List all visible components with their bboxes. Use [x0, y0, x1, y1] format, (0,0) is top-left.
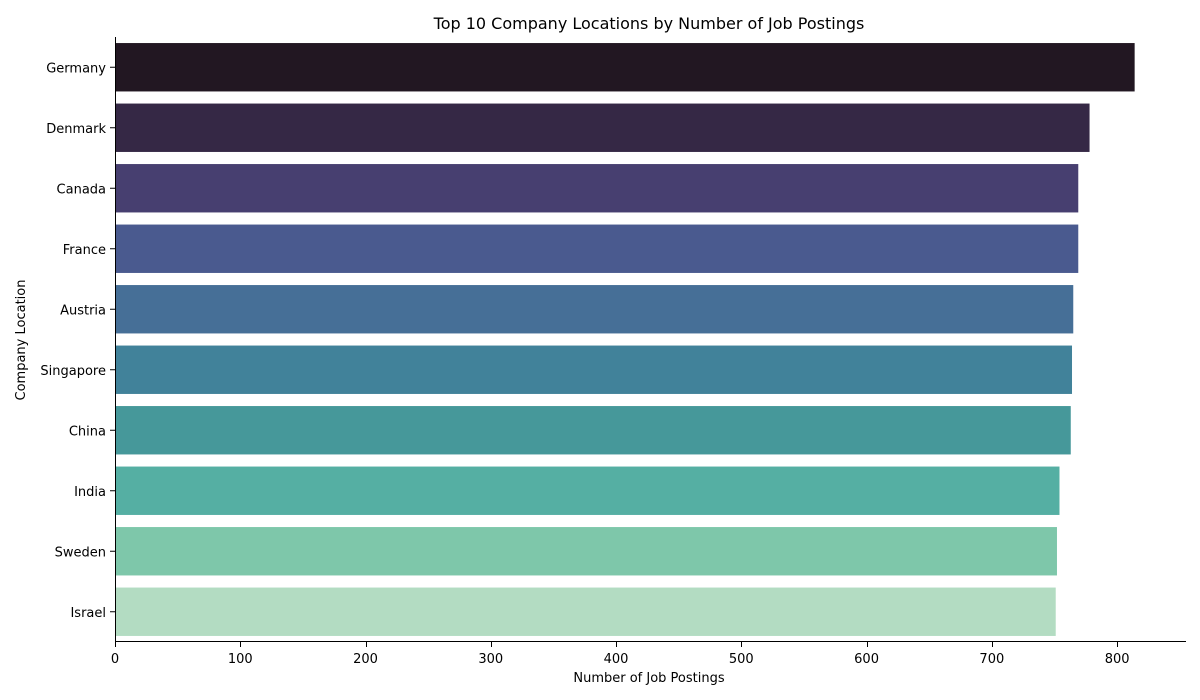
y-tick-label: China: [69, 424, 106, 439]
bar-canada: [115, 164, 1079, 213]
x-tick-label: 200: [353, 652, 378, 667]
x-tick-label: 0: [111, 652, 119, 667]
x-axis-ticks: 0 100 200 300 400 500 600 700 800: [111, 642, 1130, 667]
bar-denmark: [115, 103, 1090, 152]
y-tick-label: France: [63, 243, 106, 258]
y-tick-label: Denmark: [46, 122, 106, 137]
x-tick-label: 100: [228, 652, 253, 667]
y-axis-label: Company Location: [14, 280, 29, 401]
x-tick-label: 600: [854, 652, 879, 667]
bar-india: [115, 466, 1060, 515]
x-tick-label: 800: [1105, 652, 1130, 667]
y-tick-label: Germany: [46, 61, 106, 76]
bar-sweden: [115, 527, 1057, 576]
y-tick-label: India: [74, 485, 106, 500]
x-tick-label: 300: [478, 652, 503, 667]
x-tick-label: 400: [604, 652, 629, 667]
bar-austria: [115, 285, 1074, 334]
bar-france: [115, 224, 1079, 273]
y-tick-label: Austria: [60, 303, 106, 318]
bar-singapore: [115, 345, 1073, 394]
y-axis-ticks: Germany Denmark Canada France Austria Singapo…: [40, 61, 115, 621]
y-tick-label: Canada: [57, 182, 106, 197]
bar-israel: [115, 587, 1056, 636]
bar-germany: [115, 43, 1135, 92]
bar-china: [115, 406, 1071, 455]
x-tick-label: 700: [979, 652, 1004, 667]
y-tick-label: Sweden: [55, 545, 106, 560]
x-tick-label: 500: [729, 652, 754, 667]
y-tick-label: Israel: [70, 606, 106, 621]
y-tick-label: Singapore: [40, 364, 106, 379]
chart-title: Top 10 Company Locations by Number of Jo…: [433, 14, 865, 33]
x-axis-label: Number of Job Postings: [573, 671, 724, 686]
bars-group: [115, 43, 1135, 636]
